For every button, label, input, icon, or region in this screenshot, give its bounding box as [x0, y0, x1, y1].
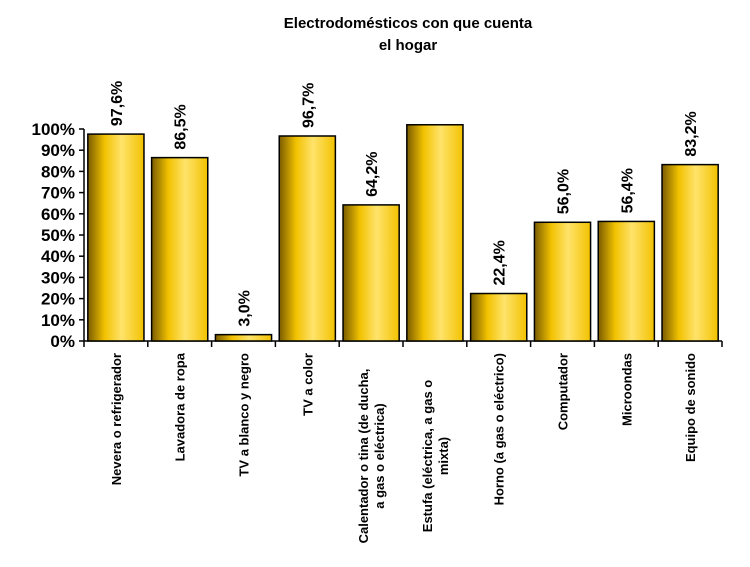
y-tick-label: 50%: [41, 226, 75, 245]
y-tick-label: 70%: [41, 184, 75, 203]
category-label-line: Nevera o refrigerador: [109, 353, 124, 485]
chart-title-line-2: el hogar: [379, 37, 438, 54]
category-label: TV a color: [300, 353, 315, 416]
y-tick-label: 60%: [41, 205, 75, 224]
bar: [278, 135, 337, 342]
y-tick-label: 30%: [41, 268, 75, 287]
category-label: Nevera o refrigerador: [109, 353, 124, 485]
bar: [469, 292, 528, 342]
bar: [406, 124, 464, 342]
category-label: TV a blanco y negro: [237, 353, 252, 477]
category-label-line: Computador: [556, 353, 571, 430]
category-label-line: Equipo de sonido: [683, 353, 698, 462]
y-tick-label: 90%: [41, 141, 75, 160]
category-label-line: Calentador o tina (de ducha,: [356, 369, 371, 544]
y-tick-label: 100%: [32, 120, 75, 139]
data-label: 64,2%: [364, 152, 381, 197]
category-label-line: Horno (a gas o eléctrico): [492, 353, 507, 505]
category-label: Lavadora de ropa: [173, 352, 188, 461]
category-label-line: TV a color: [300, 353, 315, 416]
y-tick-label: 10%: [41, 311, 75, 330]
data-label: 97,6%: [109, 81, 126, 126]
category-label: Horno (a gas o eléctrico): [492, 353, 507, 505]
category-label: Equipo de sonido: [683, 353, 698, 462]
category-label-line: Lavadora de ropa: [173, 352, 188, 461]
category-label-line: TV a blanco y negro: [237, 353, 252, 477]
chart-title-line-1: Electrodomésticos con que cuenta: [284, 15, 533, 32]
bar: [533, 221, 592, 342]
data-label: 83,2%: [683, 111, 700, 156]
bar: [150, 156, 209, 342]
category-label-line: mixta): [436, 437, 451, 475]
category-label-line: Microondas: [619, 353, 634, 426]
y-tick-label: 0%: [50, 332, 75, 351]
category-label: Computador: [556, 353, 571, 430]
data-label: 22,4%: [492, 240, 509, 285]
category-label: Microondas: [619, 353, 634, 426]
data-label: 86,5%: [173, 104, 190, 149]
category-label-line: a gas o eléctrica): [372, 403, 387, 509]
category-label-line: Estufa (eléctrica, a gas o: [420, 380, 435, 533]
data-label: 56,0%: [556, 169, 573, 214]
plot-area: 0% 10% 20% 30% 40% 50% 60% 70% 80% 90% 100% 97,6% Ne…: [32, 81, 723, 544]
category-label: Calentador o tina (de ducha,a gas o eléc…: [356, 369, 387, 544]
data-label: 56,4%: [619, 168, 636, 213]
data-label: 96,7%: [300, 83, 317, 128]
bar: [661, 163, 719, 342]
bar: [87, 133, 145, 342]
y-tick-label: 40%: [41, 247, 75, 266]
y-tick-label: 20%: [41, 290, 75, 309]
bar: [597, 220, 656, 342]
bar: [214, 333, 273, 342]
data-label: 3,0%: [237, 290, 254, 326]
category-label: Estufa (eléctrica, a gas omixta): [420, 380, 451, 533]
bar: [342, 204, 400, 342]
y-tick-label: 80%: [41, 162, 75, 181]
